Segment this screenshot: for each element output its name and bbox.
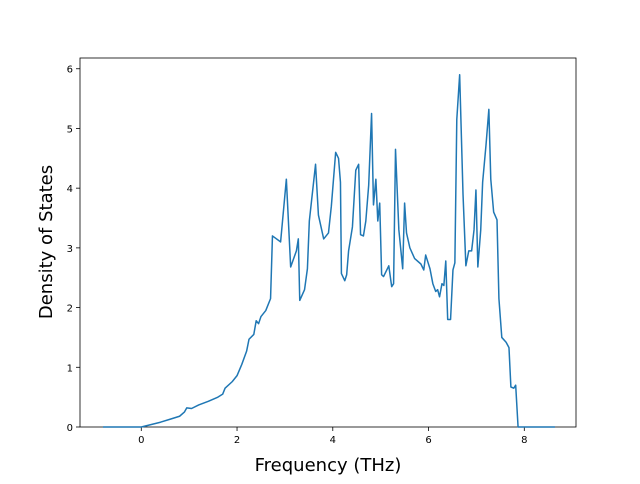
y-tick-label: 0 <box>67 423 73 434</box>
y-tick-label: 5 <box>67 124 73 135</box>
y-axis-label: Density of States <box>36 165 57 319</box>
x-tick-label: 2 <box>234 435 240 446</box>
x-tick-label: 8 <box>521 435 527 446</box>
y-tick-label: 2 <box>67 304 73 315</box>
x-axis-label: Frequency (THz) <box>255 455 402 476</box>
y-tick-label: 3 <box>67 244 73 255</box>
dos-line <box>102 73 555 428</box>
y-tick-label: 4 <box>67 184 73 195</box>
plot-frame <box>79 57 577 428</box>
y-tick-label: 1 <box>67 363 73 374</box>
y-tick-label: 6 <box>67 65 73 76</box>
x-tick-label: 4 <box>330 435 336 446</box>
x-tick-label: 0 <box>138 435 144 446</box>
x-tick-label: 6 <box>425 435 431 446</box>
